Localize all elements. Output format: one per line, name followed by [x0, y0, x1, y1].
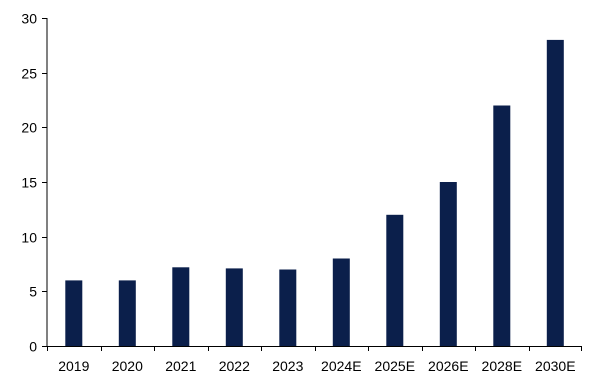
bars: [65, 39, 564, 347]
y-tick-label: 25: [21, 66, 37, 82]
x-tick-label: 2023: [272, 358, 303, 374]
y-tick-label: 10: [21, 230, 37, 246]
y-tick-label: 20: [21, 120, 37, 136]
bar-2024e: [332, 258, 350, 346]
y-tick-label: 0: [29, 339, 37, 355]
x-tick-label: 2021: [165, 358, 196, 374]
bar-2028e: [493, 105, 511, 346]
x-axis: 2019 2020 2021 2022 2023 2024E 2025E 2026E 2028E…: [47, 346, 582, 374]
y-tick-label: 5: [29, 284, 37, 300]
bar-2022: [225, 268, 243, 346]
bar-2025e: [386, 214, 404, 346]
bar-2019: [65, 280, 83, 346]
bar-2021: [172, 267, 190, 346]
x-tick-label: 2022: [219, 358, 250, 374]
x-tick-label: 2025E: [375, 358, 415, 374]
x-tick-label: 2019: [58, 358, 89, 374]
y-axis: 0 5 10 15 20 25 30: [21, 11, 48, 355]
x-tick-label: 2024E: [321, 358, 361, 374]
bar-2023: [279, 269, 297, 346]
x-tick-label: 2030E: [535, 358, 575, 374]
y-tick-label: 30: [21, 11, 37, 27]
y-tick-label: 15: [21, 175, 37, 191]
x-tick-label: 2026E: [428, 358, 468, 374]
bar-2030e: [546, 39, 564, 347]
bar-2026e: [439, 182, 457, 346]
bar-2020: [118, 280, 136, 346]
x-tick-label: 2028E: [482, 358, 522, 374]
x-tick-label: 2020: [112, 358, 143, 374]
